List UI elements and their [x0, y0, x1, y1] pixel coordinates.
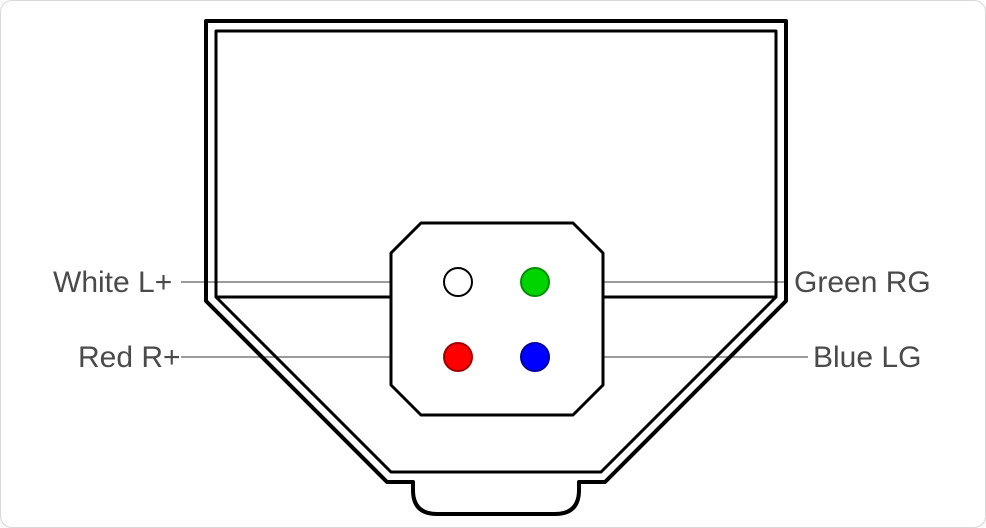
pin-white-l: [444, 268, 472, 296]
pin-green-rg: [521, 268, 549, 296]
pin-red-r: [444, 343, 472, 371]
label-white-l: White L+: [53, 266, 172, 300]
label-blue-lg: Blue LG: [813, 341, 921, 375]
pin-blue-lg: [521, 343, 549, 371]
label-green-rg: Green RG: [794, 266, 931, 300]
label-red-r: Red R+: [78, 341, 181, 375]
connector-recess: [391, 223, 603, 415]
pinout-svg: [1, 1, 986, 528]
diagram-frame: White L+ Red R+ Green RG Blue LG: [0, 0, 986, 528]
